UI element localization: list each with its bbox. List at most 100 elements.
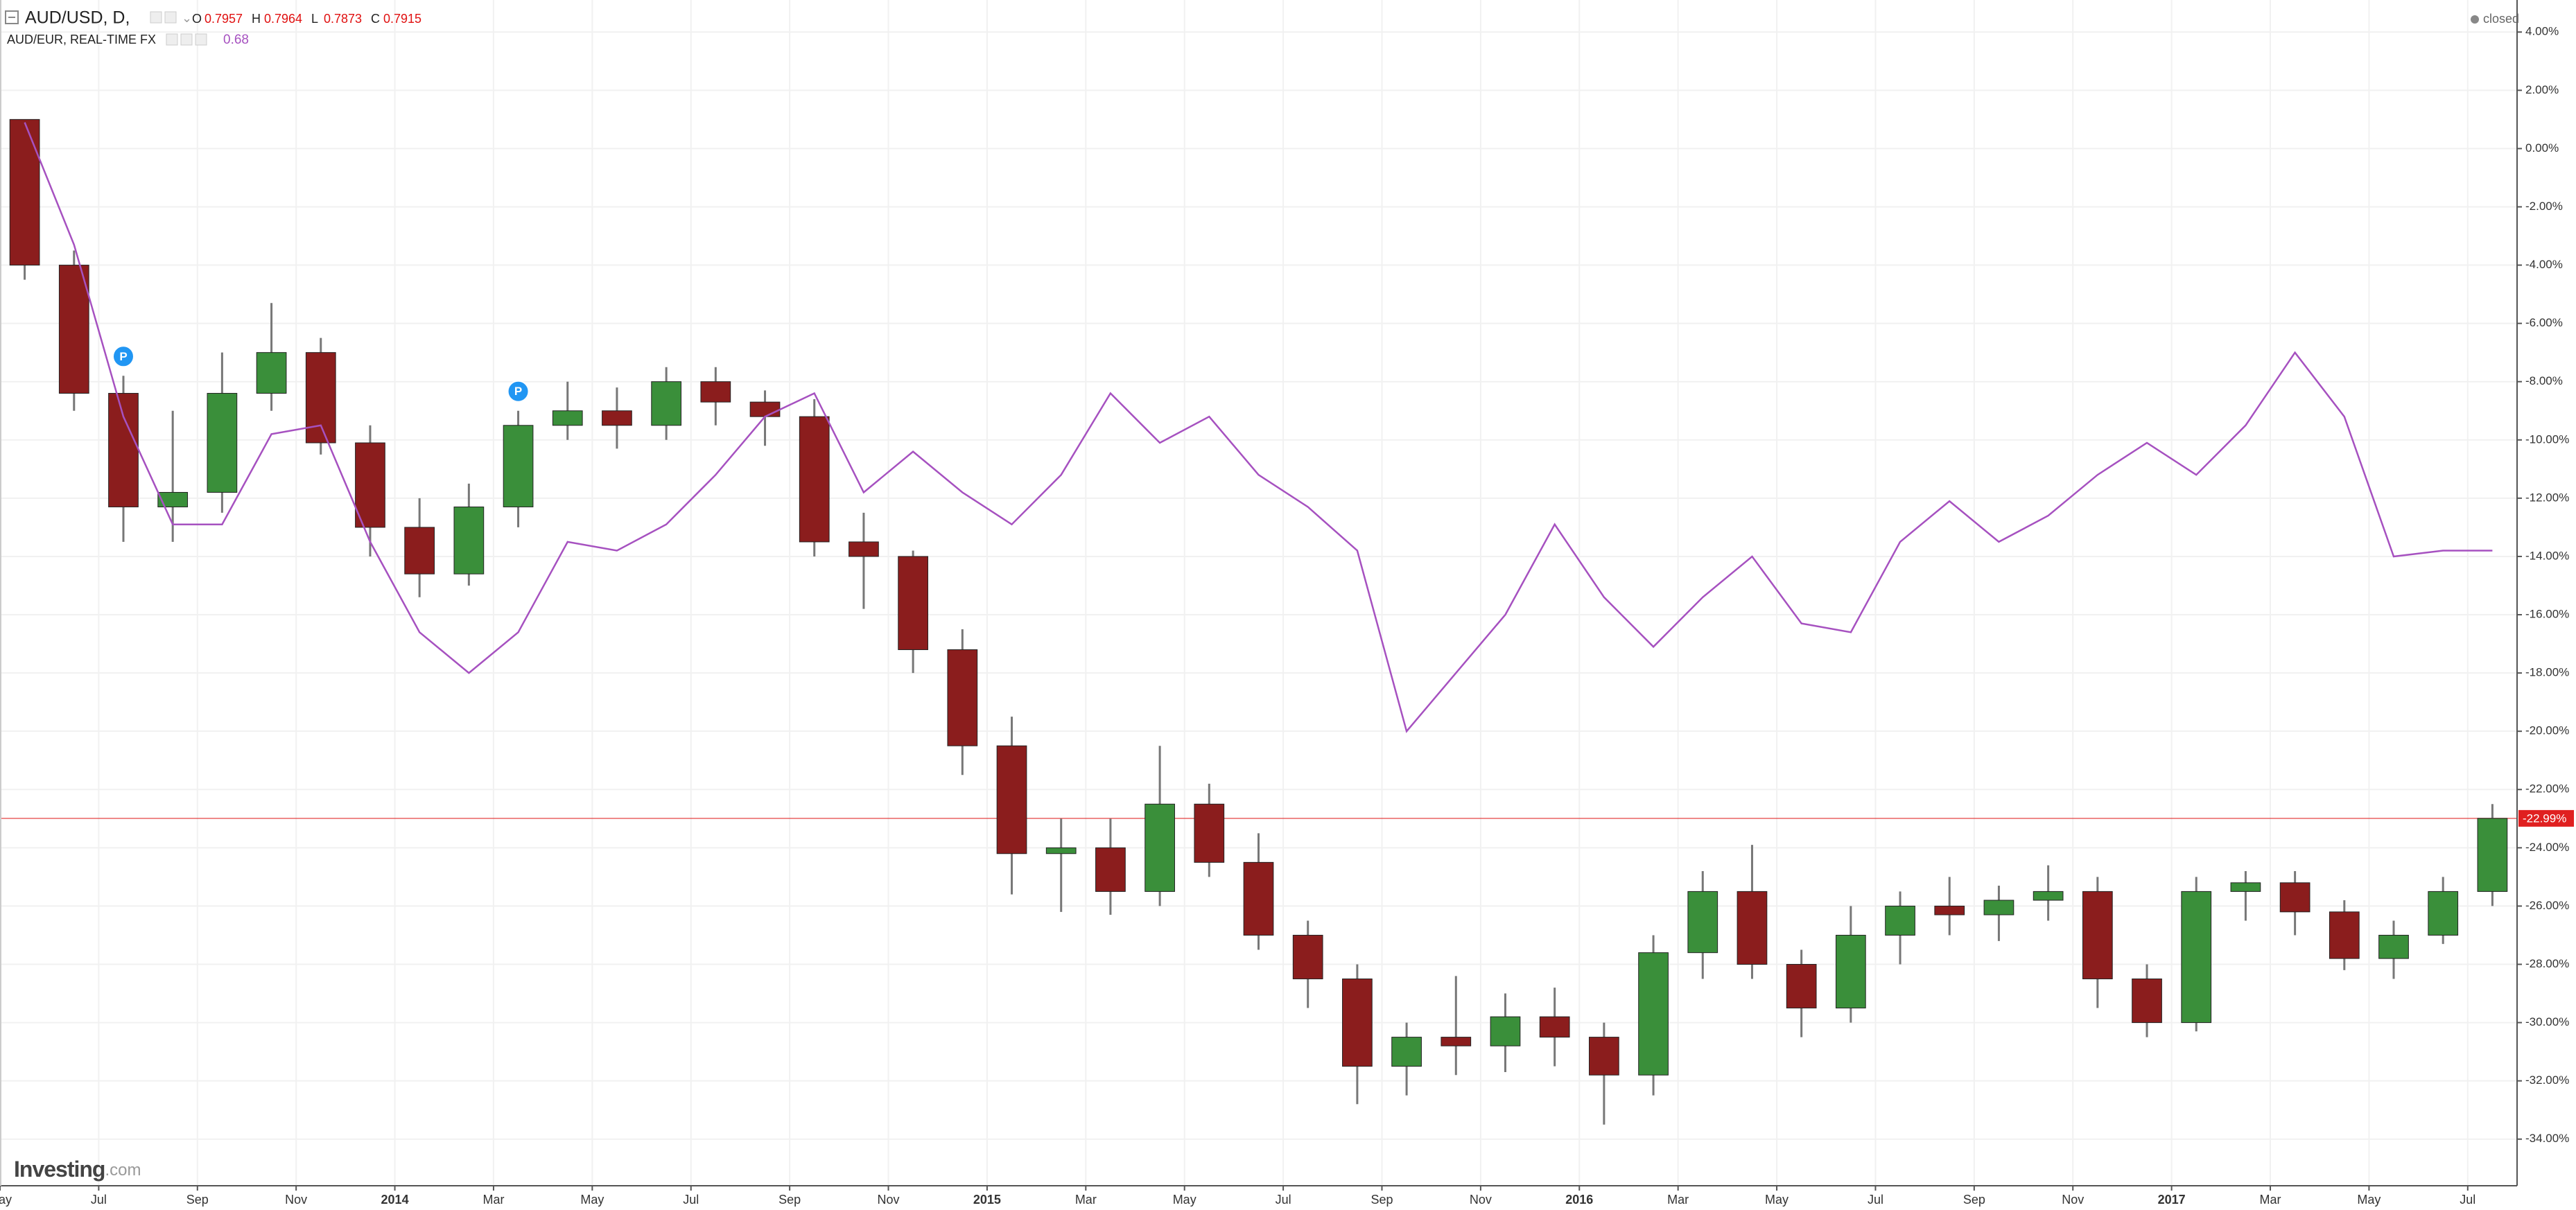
- x-tick-label: Mar: [2260, 1193, 2281, 1207]
- candle-body: [1934, 905, 1965, 915]
- candle-body: [9, 119, 40, 266]
- dropdown-icon[interactable]: ⌄: [182, 11, 192, 25]
- y-tick-label: -18.00%: [2525, 666, 2569, 679]
- axes: 4.00% 2.00% 0.00% -2.00% -4.00% -6.00% -8.00% -…: [0, 25, 2574, 1207]
- y-tick-label: -30.00%: [2525, 1015, 2569, 1028]
- x-tick-label: Nov: [2062, 1193, 2084, 1207]
- candle-body: [1243, 861, 1274, 936]
- settings-icon[interactable]: [150, 11, 162, 24]
- ohlc-value: 0.7964: [264, 12, 302, 26]
- x-tick-label: 2017: [2158, 1193, 2186, 1207]
- ohlc-label: C: [371, 12, 380, 26]
- candle-body: [1045, 847, 1077, 854]
- x-tick-label: May: [580, 1193, 604, 1207]
- y-tick-label: -20.00%: [2525, 724, 2569, 737]
- event-marker: [112, 345, 134, 368]
- brand-suffix: .com: [105, 1161, 141, 1180]
- price-label: -22.99%: [2523, 812, 2566, 825]
- x-tick-label: 2015: [973, 1193, 1001, 1207]
- candle-body: [2378, 934, 2409, 959]
- candle-body: [799, 416, 830, 543]
- candle-body: [552, 410, 583, 426]
- candle-body: [1983, 900, 2014, 915]
- candle-body: [256, 352, 287, 394]
- y-tick-label: -34.00%: [2525, 1132, 2569, 1145]
- x-tick-label: Sep: [778, 1193, 801, 1207]
- candle-body: [2477, 818, 2508, 892]
- x-tick-label: Jul: [1276, 1193, 1291, 1207]
- x-tick-label: Jul: [1868, 1193, 1883, 1207]
- y-tick-label: -10.00%: [2525, 432, 2569, 446]
- x-tick-label: 2016: [1565, 1193, 1593, 1207]
- candle-body: [1539, 1016, 1570, 1038]
- x-tick-label: Sep: [186, 1193, 209, 1207]
- candle-body: [1342, 979, 1373, 1067]
- compare-last-value: 0.68: [223, 33, 249, 47]
- candle-body: [1638, 952, 1669, 1076]
- x-tick-label: May: [0, 1193, 12, 1207]
- price-label-box: [2518, 809, 2574, 827]
- candle-body: [2033, 891, 2064, 901]
- candle-body: [355, 442, 385, 528]
- ohlc-value: 0.7915: [383, 12, 421, 26]
- candle-body: [1095, 847, 1126, 892]
- collapse-icon[interactable]: [5, 10, 19, 24]
- y-tick-label: -28.00%: [2525, 957, 2569, 970]
- candle-body: [58, 265, 89, 394]
- brand-logo: Investing.com: [14, 1157, 141, 1182]
- y-tick-label: -6.00%: [2525, 316, 2563, 329]
- ohlc-label: H: [252, 12, 261, 26]
- candle-body: [453, 506, 485, 575]
- y-tick-label: -22.00%: [2525, 782, 2569, 796]
- compare-visibility-icon[interactable]: [180, 33, 193, 46]
- y-tick-label: -12.00%: [2525, 491, 2569, 504]
- x-tick-label: May: [1765, 1193, 1789, 1207]
- compare-close-icon[interactable]: [195, 33, 207, 46]
- compare-name: AUD/EUR, REAL-TIME FX: [7, 33, 156, 46]
- candle-body: [2428, 891, 2459, 936]
- candle-body: [700, 381, 731, 403]
- x-tick-label: May: [2357, 1193, 2381, 1207]
- candle-body: [602, 410, 632, 426]
- x-tick-label: Jul: [683, 1193, 699, 1207]
- candle-body: [1835, 934, 1866, 1009]
- event-marker: [507, 380, 530, 403]
- x-tick-label: Mar: [1667, 1193, 1689, 1207]
- x-tick-label: Nov: [878, 1193, 900, 1207]
- candle-body: [2329, 911, 2360, 959]
- candle-body: [898, 556, 928, 650]
- candle-body: [1194, 803, 1225, 863]
- candle-body: [1391, 1037, 1422, 1067]
- y-tick-label: -4.00%: [2525, 258, 2563, 271]
- ohlc-value: 0.7957: [204, 12, 243, 26]
- x-tick-label: Nov: [1470, 1193, 1492, 1207]
- x-tick-label: 2014: [381, 1193, 409, 1207]
- candle-body: [848, 541, 879, 557]
- x-tick-label: Sep: [1370, 1193, 1393, 1207]
- candle-body: [1737, 891, 1768, 965]
- x-tick-label: Jul: [91, 1193, 107, 1207]
- grid: [0, 0, 2517, 1186]
- candle-body: [996, 745, 1027, 854]
- candle-body: [157, 491, 189, 507]
- candle-body: [1490, 1016, 1521, 1046]
- candle-body: [1687, 891, 1718, 954]
- candle-body: [1292, 934, 1323, 980]
- symbol-title: AUD/USD, D,: [25, 8, 130, 28]
- ohlc-legend: O 0.7957 H 0.7964 L 0.7873 C 0.7915: [192, 12, 421, 26]
- x-tick-label: May: [1173, 1193, 1196, 1207]
- y-tick-label: -2.00%: [2525, 200, 2563, 213]
- y-tick-label: 4.00%: [2525, 25, 2559, 38]
- candle-body: [1441, 1037, 1472, 1046]
- y-tick-label: -24.00%: [2525, 841, 2569, 854]
- candle-body: [1786, 964, 1817, 1009]
- market-status: closed: [2483, 12, 2519, 26]
- y-tick-label: 0.00%: [2525, 141, 2559, 155]
- line-series: [24, 122, 2493, 733]
- x-tick-label: Jul: [2460, 1193, 2475, 1207]
- event-label: P: [119, 350, 127, 363]
- candle-body: [108, 393, 139, 507]
- compare-settings-icon[interactable]: [166, 33, 178, 46]
- close-icon[interactable]: [164, 11, 177, 24]
